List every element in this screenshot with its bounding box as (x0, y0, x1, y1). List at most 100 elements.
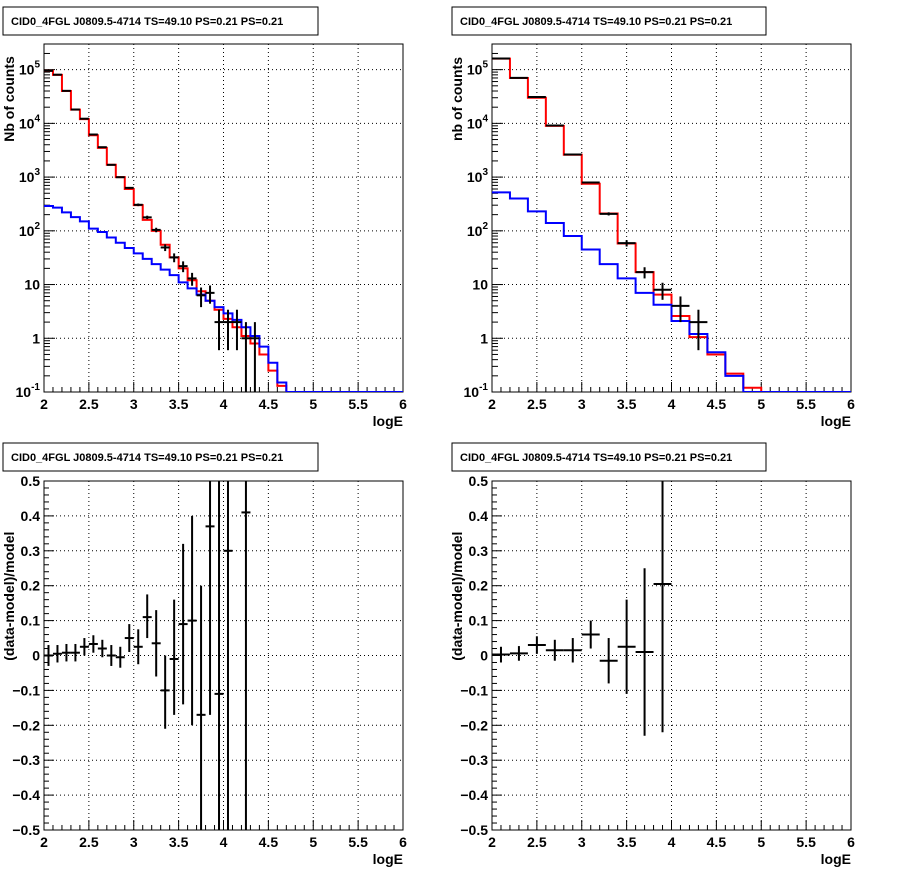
title-box (2, 442, 319, 472)
data-point (151, 227, 161, 233)
y-tick-label: 105 (19, 60, 41, 78)
y-tick-label: 10 (472, 277, 488, 293)
x-tick-label: 2.5 (79, 834, 99, 850)
x-tick-label: 3.5 (169, 834, 189, 850)
data-point (178, 261, 188, 273)
x-tick-label: 4 (668, 834, 676, 850)
x-tick-label: 5 (309, 396, 317, 412)
plot-area (44, 69, 403, 392)
data-point (151, 610, 161, 677)
y-tick-label: 102 (19, 221, 41, 239)
data-point (61, 643, 71, 662)
y-tick-label: 0.4 (21, 508, 41, 524)
data-point (635, 267, 654, 279)
data-point (133, 203, 143, 207)
data-point (106, 163, 116, 166)
x-axis-label: logE (373, 413, 403, 429)
data-point (160, 655, 170, 729)
x-tick-label: 5.5 (348, 396, 368, 412)
y-tick-label: −0.3 (12, 752, 40, 768)
x-tick-label: 2.5 (527, 396, 547, 412)
y-tick-label: 1 (480, 330, 488, 346)
x-axis-label: logE (821, 413, 851, 429)
data-point (115, 176, 125, 179)
y-tick-label: 103 (467, 167, 489, 185)
x-tick-label: 5.5 (796, 396, 816, 412)
data-point (241, 481, 251, 830)
data-point (44, 645, 53, 666)
x-tick-label: 4.5 (707, 396, 727, 412)
data-point (169, 253, 179, 263)
data-point (70, 643, 80, 662)
total-model-series (492, 57, 851, 392)
title-box (451, 6, 767, 36)
x-axis-label: logE (821, 851, 851, 867)
data-point (133, 629, 143, 665)
y-tick-label: −0.2 (12, 717, 40, 733)
data-point (142, 594, 152, 639)
data-point (223, 309, 233, 351)
y-tick-label: 102 (467, 221, 489, 239)
panel-3: CID0_4FGL J0809.5-4714 TS=49.10 PS=0.21 … (1, 442, 407, 867)
panel-1: CID0_4FGL J0809.5-4714 TS=49.10 PS=0.21 … (1, 6, 407, 429)
y-tick-label: 0 (32, 648, 40, 664)
x-tick-label: 3.5 (617, 396, 637, 412)
x-tick-label: 6 (399, 396, 407, 412)
x-tick-label: 2 (488, 834, 496, 850)
data-point (223, 481, 233, 830)
y-tick-label: −0.5 (12, 822, 40, 838)
data-point (563, 638, 582, 663)
data-point (250, 322, 260, 392)
data-point (214, 481, 224, 830)
grid (492, 481, 851, 830)
data-point (160, 244, 170, 252)
panel-title: CID0_4FGL J0809.5-4714 TS=49.10 PS=0.21 … (451, 442, 767, 472)
y-tick-label: 10 (24, 277, 40, 293)
plot-area (492, 57, 851, 392)
y-tick-label: −0.3 (460, 752, 488, 768)
y-axis: −0.5 −0.4 −0.3 −0.2 −0.1 0 0.1 0.2 0.3 0.4 0.5 (dat… (449, 473, 502, 838)
x-tick-label: 2.5 (79, 396, 99, 412)
y-tick-label: 105 (467, 60, 489, 78)
x-tick-label: 6 (847, 834, 855, 850)
data-point (79, 638, 89, 656)
data-point (563, 153, 582, 156)
data-point (106, 645, 116, 666)
x-tick-label: 3 (578, 834, 586, 850)
x-axis-label: logE (373, 851, 403, 867)
x-tick-label: 6 (399, 834, 407, 850)
title-text: CID0_4FGL J0809.5-4714 TS=49.10 PS=0.21 … (460, 16, 732, 28)
grid (44, 44, 403, 392)
data-point (196, 287, 206, 308)
x-tick-label: 4.5 (259, 396, 279, 412)
y-tick-label: 10-1 (464, 382, 489, 400)
y-tick-label: 103 (19, 167, 41, 185)
data-point (196, 585, 206, 830)
data-point (689, 309, 708, 351)
data-point (142, 215, 152, 220)
total-model-series (44, 69, 403, 392)
x-tick-label: 3 (130, 396, 138, 412)
y-axis-label: nb of counts (449, 57, 465, 141)
data-point (617, 599, 636, 694)
data-point (187, 515, 197, 726)
panel-2: CID0_4FGL J0809.5-4714 TS=49.10 PS=0.21 … (449, 6, 855, 429)
y-tick-label: 0.4 (469, 508, 489, 524)
y-tick-label: 0 (480, 648, 488, 664)
data-point (88, 133, 98, 136)
data-point (88, 635, 98, 653)
x-tick-label: 4 (668, 396, 676, 412)
x-tick-label: 5 (309, 834, 317, 850)
y-tick-label: 0.5 (21, 473, 41, 489)
data-point (527, 636, 546, 654)
data-point (115, 646, 125, 668)
x-tick-label: 4 (220, 396, 228, 412)
panel-title: CID0_4FGL J0809.5-4714 TS=49.10 PS=0.21 … (2, 442, 319, 472)
title-box (2, 6, 319, 36)
background-model-series (44, 204, 403, 392)
